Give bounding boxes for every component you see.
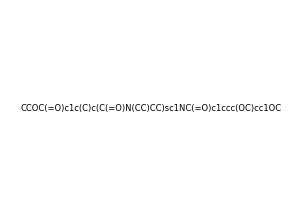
Text: CCOC(=O)c1c(C)c(C(=O)N(CC)CC)sc1NC(=O)c1ccc(OC)cc1OC: CCOC(=O)c1c(C)c(C(=O)N(CC)CC)sc1NC(=O)c1…: [21, 103, 281, 113]
